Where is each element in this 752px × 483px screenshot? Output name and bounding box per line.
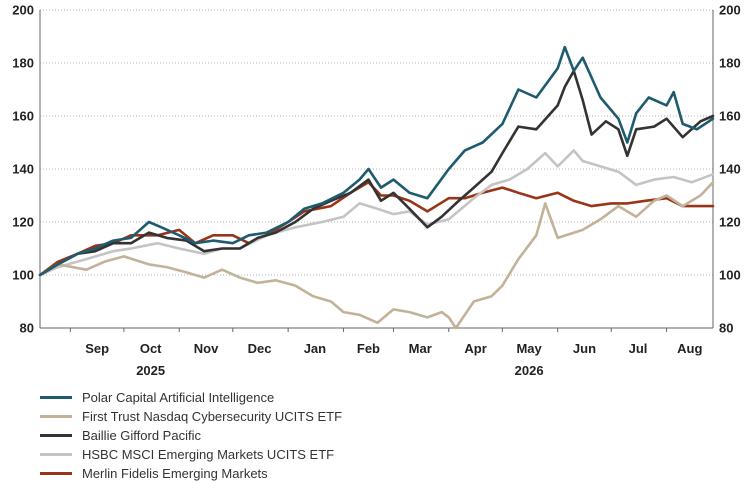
- legend-label: Merlin Fidelis Emerging Markets: [82, 466, 268, 481]
- legend-item[interactable]: HSBC MSCI Emerging Markets UCITS ETF: [40, 445, 342, 464]
- legend-item[interactable]: Polar Capital Artificial Intelligence: [40, 388, 342, 407]
- y-tick-label-left: 200: [12, 3, 34, 18]
- y-tick-label-right: 140: [719, 162, 741, 177]
- x-tick-label: Apr: [464, 341, 486, 356]
- legend-swatch: [40, 415, 72, 418]
- y-tick-label-left: 180: [12, 56, 34, 71]
- x-tick-label: Jun: [573, 341, 596, 356]
- x-year-label: 2026: [515, 363, 544, 378]
- x-tick-label: Oct: [140, 341, 162, 356]
- series-line: [38, 149, 715, 277]
- legend-swatch: [40, 472, 72, 475]
- y-tick-label-right: 180: [719, 56, 741, 71]
- y-tick-label-right: 200: [719, 3, 741, 18]
- legend-label: Baillie Gifford Pacific: [82, 428, 201, 443]
- y-tick-label-left: 80: [20, 321, 34, 336]
- legend-item[interactable]: Merlin Fidelis Emerging Markets: [40, 464, 342, 483]
- legend-swatch: [40, 453, 72, 456]
- series-line: [38, 69, 715, 277]
- y-tick-label-left: 140: [12, 162, 34, 177]
- grid-layer: [40, 9, 713, 276]
- x-tick-label: Feb: [357, 341, 380, 356]
- series-line: [38, 45, 715, 277]
- x-tick-label: Aug: [677, 341, 702, 356]
- legend: Polar Capital Artificial Intelligence Fi…: [40, 388, 342, 483]
- y-tick-label-right: 80: [719, 321, 733, 336]
- legend-swatch: [40, 434, 72, 437]
- legend-item[interactable]: First Trust Nasdaq Cybersecurity UCITS E…: [40, 407, 342, 426]
- legend-label: HSBC MSCI Emerging Markets UCITS ETF: [82, 447, 335, 462]
- line-chart: 80 80 100 100 120 120 140 140 160 160 180 180 200 200…: [12, 3, 740, 379]
- legend-label: Polar Capital Artificial Intelligence: [82, 390, 275, 405]
- x-year-label: 2025: [136, 363, 165, 378]
- y-tick-label-left: 160: [12, 109, 34, 124]
- legend-swatch: [40, 396, 72, 399]
- x-tick-label: Nov: [194, 341, 219, 356]
- label-layer: 80 80 100 100 120 120 140 140 160 160 180 180 200 200…: [12, 3, 740, 379]
- series-layer: [38, 45, 715, 330]
- legend-label: First Trust Nasdaq Cybersecurity UCITS E…: [82, 409, 343, 424]
- y-tick-label-right: 160: [719, 109, 741, 124]
- x-tick-label: May: [516, 341, 542, 356]
- y-tick-label-left: 100: [12, 268, 34, 283]
- x-tick-label: Jul: [629, 341, 648, 356]
- x-tick-label: Sep: [85, 341, 109, 356]
- y-tick-label-right: 120: [719, 215, 741, 230]
- y-tick-label-left: 120: [12, 215, 34, 230]
- x-tick-label: Dec: [248, 341, 272, 356]
- legend-item[interactable]: Baillie Gifford Pacific: [40, 426, 342, 445]
- axis-layer: [39, 10, 714, 332]
- series-line: [38, 181, 715, 330]
- x-tick-label: Jan: [304, 341, 326, 356]
- y-tick-label-right: 100: [719, 268, 741, 283]
- x-tick-label: Mar: [409, 341, 432, 356]
